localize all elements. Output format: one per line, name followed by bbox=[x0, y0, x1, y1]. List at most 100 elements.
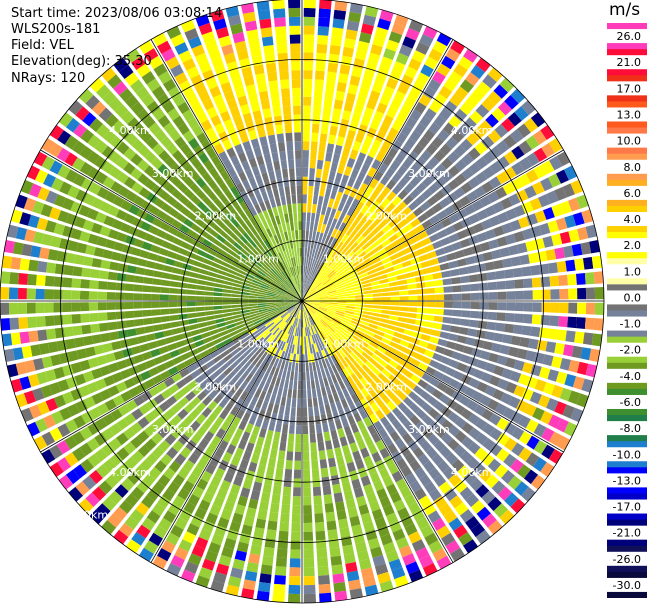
ray-cell bbox=[242, 11, 256, 23]
ray-cell bbox=[196, 311, 206, 317]
ray-cell bbox=[358, 238, 368, 248]
ray-cell bbox=[285, 249, 291, 259]
ray-cell bbox=[412, 509, 425, 522]
ray-cell bbox=[414, 224, 425, 234]
ray-cell bbox=[237, 326, 247, 333]
ray-cell bbox=[541, 142, 555, 158]
ray-cell bbox=[255, 234, 263, 244]
ray-cell bbox=[302, 301, 305, 310]
ray-cell bbox=[217, 345, 228, 354]
ray-cell bbox=[335, 287, 345, 292]
ray-cell bbox=[205, 127, 217, 139]
ray-cell bbox=[247, 253, 256, 262]
ray-cell bbox=[332, 108, 342, 119]
ray-cell bbox=[288, 168, 295, 178]
ray-cell bbox=[454, 249, 465, 259]
ray-cell bbox=[59, 238, 70, 250]
ray-cell bbox=[280, 432, 288, 443]
ray-cell bbox=[444, 301, 453, 308]
ray-cell bbox=[219, 204, 229, 215]
ray-cell bbox=[323, 280, 332, 287]
azimuth-spoke bbox=[301, 300, 454, 563]
ray-cell bbox=[373, 170, 384, 182]
ray-cell bbox=[462, 247, 474, 257]
ray-cell bbox=[371, 366, 381, 376]
ray-cell bbox=[279, 321, 287, 330]
ray-cell bbox=[429, 488, 442, 502]
ray-cell bbox=[336, 289, 346, 294]
ray-cell bbox=[266, 237, 274, 247]
ray-cell bbox=[355, 235, 365, 245]
ray-cell bbox=[395, 326, 405, 334]
ray-cell bbox=[169, 308, 179, 315]
ray-cell bbox=[425, 287, 435, 294]
ray-cell bbox=[556, 435, 571, 451]
ray-cell bbox=[522, 362, 534, 374]
ray-cell bbox=[576, 273, 586, 285]
ray-cell bbox=[501, 118, 515, 132]
ray-cell bbox=[164, 182, 176, 194]
ray-cell bbox=[328, 258, 336, 267]
ray-cell bbox=[506, 291, 516, 300]
ray-cell bbox=[278, 309, 287, 315]
ray-cell bbox=[464, 365, 476, 376]
ray-cell bbox=[500, 197, 513, 210]
ray-cell bbox=[172, 355, 183, 365]
ray-cell bbox=[401, 260, 412, 268]
ray-cell bbox=[441, 324, 451, 332]
ray-cell bbox=[65, 213, 78, 226]
ray-cell bbox=[290, 531, 301, 541]
ray-cell bbox=[257, 349, 266, 359]
ray-cell bbox=[258, 232, 267, 242]
ray-cell bbox=[305, 284, 310, 294]
ray-cell bbox=[496, 417, 509, 431]
ray-cell bbox=[145, 333, 156, 342]
ray-cell bbox=[296, 265, 300, 275]
ray-cell bbox=[502, 407, 515, 420]
ray-cell bbox=[264, 275, 274, 282]
ray-cell bbox=[242, 244, 252, 254]
ray-cell bbox=[279, 310, 287, 316]
ray-cell bbox=[276, 263, 283, 273]
ray-cell bbox=[476, 263, 487, 273]
ray-cell bbox=[199, 379, 210, 390]
ray-cell bbox=[313, 324, 318, 334]
ray-cell bbox=[290, 371, 295, 381]
ray-cell bbox=[315, 231, 320, 241]
colorbar-tick-bg bbox=[607, 133, 647, 148]
ray-cell bbox=[139, 459, 153, 472]
ray-cell bbox=[201, 184, 212, 195]
ray-cell bbox=[12, 347, 24, 361]
ray-cell bbox=[376, 326, 387, 333]
ray-cell bbox=[338, 222, 346, 232]
ray-cell bbox=[220, 110, 231, 122]
ray-cell bbox=[160, 287, 170, 294]
ray-cell bbox=[406, 363, 417, 373]
ray-cell bbox=[235, 323, 245, 330]
ray-cell bbox=[370, 44, 383, 56]
ray-cell bbox=[110, 408, 123, 421]
ray-cell bbox=[53, 302, 63, 313]
ray-cell bbox=[223, 471, 235, 483]
ray-cell bbox=[183, 188, 195, 200]
ray-cell bbox=[571, 243, 583, 257]
ray-cell bbox=[65, 169, 79, 183]
ray-cell bbox=[359, 215, 369, 225]
ray-cell bbox=[589, 348, 600, 362]
ray-cell bbox=[407, 251, 418, 259]
ray-cell bbox=[292, 87, 301, 97]
ray-cell bbox=[414, 156, 426, 169]
ray-cell bbox=[389, 281, 399, 287]
ray-cell bbox=[323, 328, 330, 337]
ray-cell bbox=[539, 366, 551, 380]
ray-cell bbox=[334, 447, 343, 458]
ray-cell bbox=[489, 176, 502, 189]
ray-cell bbox=[224, 402, 234, 413]
ray-cell bbox=[391, 336, 402, 344]
ray-cell bbox=[275, 298, 285, 300]
ray-cell bbox=[210, 243, 220, 252]
ray-cell bbox=[108, 229, 120, 240]
ray-cell bbox=[235, 272, 245, 279]
ray-cell bbox=[334, 313, 344, 319]
ray-cell bbox=[262, 330, 271, 339]
